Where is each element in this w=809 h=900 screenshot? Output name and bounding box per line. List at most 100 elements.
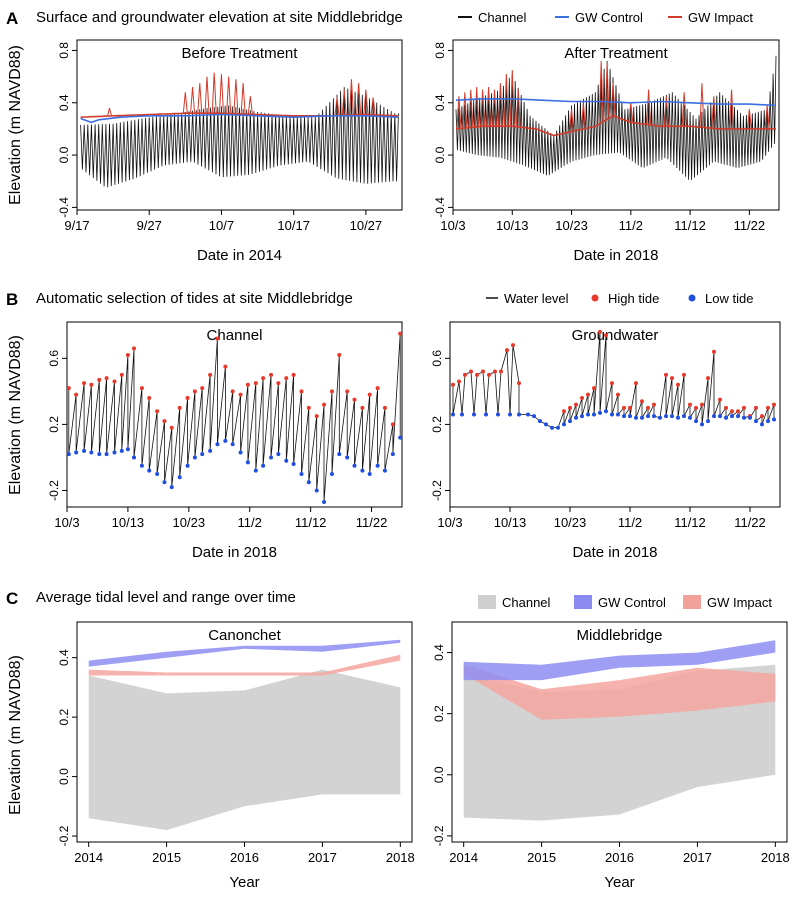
panel-b-plot-0-high-tide-15: [177, 405, 182, 410]
panel-a-plot-0-xtick-label-2: 10/7: [209, 218, 234, 233]
panel-a-plot-0-gw-impact-spike-13: [348, 79, 354, 116]
panel-b-plot-0-high-tide-26: [261, 376, 266, 381]
panel-a-plot-1-subtitle: After Treatment: [564, 45, 668, 62]
panel-b-plot-1-high-tide-37: [718, 397, 722, 402]
panel-b-plot-0-low-tide-21: [223, 438, 228, 443]
panel-a-plot-1-gw-impact-spike-8: [503, 73, 509, 127]
panel-a-plot-1-gw-impact-spike-6: [491, 89, 497, 127]
panel-a-plot-1-xtick-label-5: 11/22: [734, 218, 766, 233]
panel-b-plot-1-high-tide-39: [730, 409, 734, 414]
panel-b-plot-1-low-tide-13: [562, 422, 566, 427]
panel-a-plot-1-gw-impact-spike-4: [480, 89, 486, 127]
panel-b-plot-1-low-tide-44: [748, 415, 752, 420]
panel-b-plot-1-high-tide-17: [592, 386, 596, 391]
panel-a-plot-1-gw-impact-spike-12: [580, 102, 586, 129]
panel-a-plot-0-gw-impact-spike-9: [240, 83, 246, 115]
panel-b-plot-0-low-tide-3: [89, 450, 94, 455]
panel-c-legend-swatch-0: [478, 595, 496, 609]
panel-b-plot-0-water-level: [68, 333, 401, 503]
panel-a-plot-1-frame: [452, 39, 780, 211]
panel-b-plot-1-high-tide-10: [511, 343, 515, 348]
panel-b-plot-0-xtick-label-4: 11/12: [295, 515, 327, 530]
panel-b-plot-0-high-tide-21: [223, 364, 228, 369]
panel-b-plot-1-high-tide-23: [628, 405, 632, 410]
panel-a-plot-0-ytick-label-2: 0.4: [57, 94, 71, 111]
panel-b-plot-1-ytick-label-0: -0.2: [430, 480, 444, 501]
panel-c-plot-1-ytick-label-3: 0.4: [432, 644, 446, 661]
panel-b-plot-0-low-tide-28: [276, 452, 281, 457]
panel-b-plot-1-ytick-label-2: 0.6: [430, 350, 444, 367]
panel-b-plot-0-high-tide-34: [322, 402, 327, 407]
panel-b-plot-1-low-tide-12: [556, 425, 560, 430]
panel-b-plot-0-low-tide-42: [382, 468, 387, 473]
panel-b-plot-0-xtick-label-2: 10/23: [173, 515, 206, 530]
panel-b-plot-1-high-tide-18: [598, 329, 602, 334]
panel-b-plot-0-low-tide-33: [314, 488, 319, 493]
panel-b-plot-0-low-tide-40: [367, 471, 372, 476]
panel-b-plot-0-low-tide-32: [306, 480, 311, 485]
panel-b-plot-1-low-tide-11: [550, 425, 554, 430]
panel-c-legend-swatch-2: [683, 595, 701, 609]
panel-c-plot-1-xtick-label-1: 2015: [527, 850, 556, 865]
panel-a-plot-0-xtick-label-1: 9/27: [137, 218, 162, 233]
panel-b-plot-0-low-tide-35: [329, 471, 334, 476]
panel-b-plot-0-high-tide-4: [97, 377, 102, 382]
panel-b-plot-0-high-tide-0: [66, 386, 71, 391]
panel-a-plot-1-xtick-label-2: 10/23: [555, 218, 588, 233]
panel-a-plot-1-gw-impact-spike-19: [681, 92, 687, 127]
panel-a-plot-1-gw-impact-spike-20: [699, 83, 705, 128]
panel-a-plot-0-series-channel: [80, 87, 399, 188]
panel-a-plot-0-frame: [76, 39, 403, 211]
panel-b-plot-1-low-tide-24: [628, 414, 632, 419]
panel-a-plot-0-subtitle: Before Treatment: [182, 45, 299, 62]
panel-b-plot-1-low-tide-26: [640, 415, 644, 420]
panel-a-plot-1-series-gw-impact: [455, 114, 776, 137]
panel-c-plot-0-xtick-label-2: 2016: [230, 850, 259, 865]
panel-b-plot-0-high-tide-40: [367, 392, 372, 397]
panel-b-plot-1-low-tide-6: [517, 412, 521, 417]
panel-b-plot-0-high-tide-8: [125, 353, 130, 358]
panel-b-plot-1-high-tide-24: [634, 381, 638, 386]
panel-b-plot-1-low-tide-18: [592, 412, 596, 417]
panel-c-legend-swatch-1: [574, 595, 592, 609]
panel-b-plot-1-low-tide-46: [760, 422, 764, 427]
panel-b-plot-0-low-tide-8: [125, 447, 130, 452]
panel-b-plot-1-low-tide-20: [604, 409, 608, 414]
panel-b-plot-0-low-tide-26: [261, 463, 266, 468]
panel-a-plot-1-series-channel: [455, 55, 777, 181]
panel-b-plot-1-high-tide-19: [604, 333, 608, 338]
panel-b-plot-1-xtick-label-2: 10/23: [554, 515, 587, 530]
panel-a-plot-0-gw-impact-spike-6: [218, 73, 224, 114]
panel-b-plot-0-high-tide-11: [147, 395, 152, 400]
panel-b-plot-1-ytick-label-1: 0.2: [430, 416, 444, 433]
panel-b-plot-0-low-tide-6: [112, 450, 117, 455]
panel-b-plot-1-high-tide-33: [694, 405, 698, 410]
panel-a-plot-1-gw-impact-spike-23: [746, 109, 752, 129]
panel-b-plot-1-high-tide-40: [736, 409, 740, 414]
panel-a-plot-1-xtick-label-3: 11/2: [619, 218, 643, 233]
panel-a-plot-1-ytick-label-2: 0.4: [433, 94, 447, 111]
panel-b-plot-0-subtitle: Channel: [207, 327, 263, 344]
panel-b-plot-1-low-tide-47: [766, 419, 770, 424]
panel-b-plot-0-low-tide-37: [345, 455, 350, 460]
panel-b-plot-0-low-tide-16: [185, 463, 190, 468]
panel-b-plot-1-high-tide-12: [562, 409, 566, 414]
panel-b-plot-0-low-tide-13: [162, 480, 167, 485]
panel-b-plot-0-xtick-label-3: 11/2: [238, 515, 262, 530]
panel-b-plot-1-high-tide-14: [574, 402, 578, 407]
panel-b-plot-0-high-tide-37: [345, 389, 350, 394]
panel-c-plot-1-ytick-label-2: 0.2: [432, 705, 446, 722]
panel-b-plot-1-high-tide-27: [652, 402, 656, 407]
panel-b-plot-1-high-tide-15: [580, 395, 584, 400]
panel-c-plot-0-xlabel: Year: [229, 874, 259, 891]
panel-b-plot-1-high-tide-8: [499, 369, 503, 374]
panel-a-plot-0-gw-impact-spike-15: [363, 89, 369, 115]
panel-b-plot-1-low-tide-28: [652, 414, 656, 419]
panel-b-plot-0-low-tide-38: [352, 463, 357, 468]
panel-b-plot-1-xtick-label-0: 10/3: [437, 515, 462, 530]
panel-b-plot-1-low-tide-39: [718, 414, 722, 419]
panel-a-plot-0-xlabel: Date in 2014: [197, 247, 282, 264]
panel-c-plot-1-ytick-label-0: -0.2: [432, 825, 446, 846]
panel-c-plot-0-band-gw-impact: [88, 654, 401, 676]
panel-b-plot-1-high-tide-6: [487, 372, 491, 377]
